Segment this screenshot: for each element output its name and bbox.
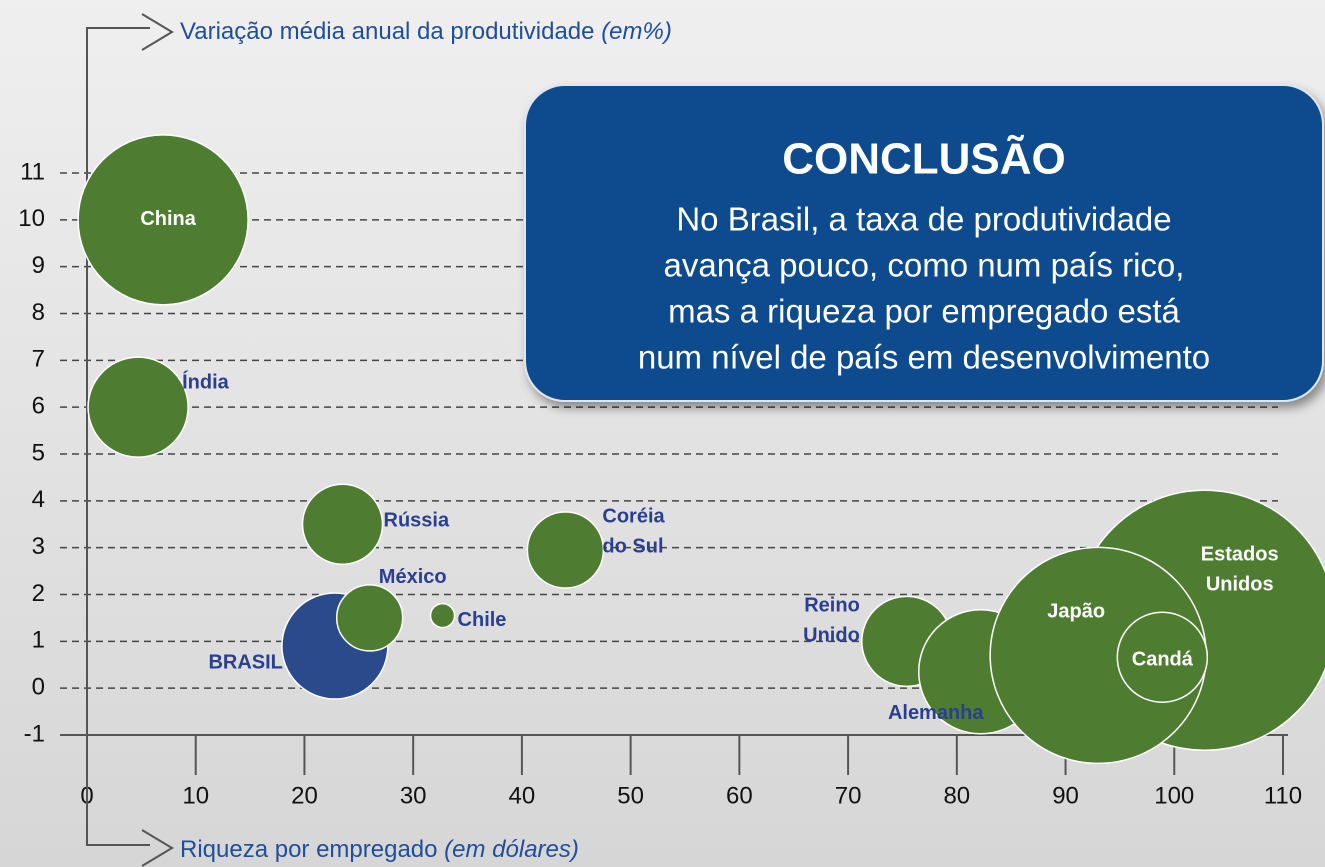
y-tick-label: 7	[32, 346, 45, 373]
bubble-label: Coréia	[602, 505, 665, 527]
x-tick-label: 20	[291, 782, 318, 809]
bubble-label: Rússia	[384, 510, 450, 532]
x-axis-title-text: Riqueza por empregado	[180, 836, 438, 863]
conclusion-box: CONCLUSÃO No Brasil, a taxa de produtivi…	[524, 84, 1324, 402]
bubble-label: Japão	[1047, 601, 1105, 623]
x-tick-label: 100	[1154, 782, 1194, 809]
y-tick-label: 9	[32, 252, 45, 279]
bubble-label: México	[379, 566, 447, 588]
x-tick-label: 80	[943, 782, 970, 809]
x-tick-label: 10	[182, 782, 209, 809]
y-axis-arrow	[141, 13, 174, 51]
bubble-label: Chile	[458, 609, 507, 631]
y-axis-title-unit: (em%)	[601, 18, 672, 45]
y-tick-label: 11	[20, 158, 45, 185]
bubble-label: do Sul	[602, 535, 663, 557]
x-tick-label: 90	[1052, 782, 1079, 809]
x-tick-label: 60	[726, 782, 753, 809]
y-tick-label: 0	[32, 674, 45, 701]
x-tick-label: 110	[1264, 782, 1302, 809]
x-tick-label: 50	[617, 782, 644, 809]
conclusion-title: CONCLUSÃO	[782, 134, 1066, 184]
x-axis-arrow	[141, 829, 174, 867]
y-tick-label: 6	[32, 393, 45, 420]
x-axis-bracket	[86, 735, 150, 846]
conclusion-line: avança pouco, como num país rico,	[664, 247, 1185, 284]
conclusion-line: No Brasil, a taxa de produtividade	[676, 201, 1171, 238]
y-axis	[86, 27, 150, 735]
conclusion-line: num nível de país em desenvolvimento	[638, 339, 1210, 376]
bubble	[335, 584, 404, 652]
bubble	[87, 356, 189, 458]
x-tick-label: 40	[509, 782, 536, 809]
bubble-label: China	[140, 208, 196, 230]
y-tick-label: 4	[32, 486, 45, 513]
bubble-label: Unidos	[1206, 574, 1274, 596]
x-tick-label: 30	[400, 782, 427, 809]
x-tick-label: 70	[835, 782, 862, 809]
y-tick-label: 5	[32, 439, 45, 466]
bubble	[526, 511, 605, 589]
bubble-label: Candá	[1132, 649, 1194, 671]
bubble-label: BRASIL	[208, 651, 282, 673]
bubble-label: Unido	[803, 625, 860, 647]
conclusion-text: No Brasil, a taxa de produtividade avança…	[638, 201, 1210, 376]
bubble	[429, 602, 456, 629]
y-axis-title-text: Variação média anual da produtividade	[180, 18, 595, 45]
y-tick-label: -1	[24, 720, 45, 747]
y-tick-label: 8	[32, 299, 45, 326]
conclusion-bg	[524, 84, 1324, 402]
x-axis-title: Riqueza por empregado (em dólares)	[180, 836, 579, 863]
bubble-label: Estados	[1201, 544, 1279, 566]
bubble	[301, 483, 384, 565]
bubble-label: Índia	[182, 370, 230, 393]
y-tick-label: 2	[32, 580, 45, 607]
y-tick-label: 10	[18, 205, 45, 232]
bubble	[77, 134, 249, 306]
y-axis-title: Variação média anual da produtividade (e…	[180, 18, 672, 45]
bubble-label: Alemanha	[888, 702, 984, 724]
x-axis-title-unit: (em dólares)	[444, 836, 579, 863]
y-tick-label: 3	[32, 533, 45, 560]
bubble-label: Reino	[804, 595, 860, 617]
bubble	[1116, 611, 1209, 704]
bubbles: China Índia Rússia Coréia do Sul BRASIL México…	[77, 134, 1325, 765]
y-tick-label: 1	[32, 627, 45, 654]
conclusion-line: mas a riqueza por empregado está	[668, 293, 1180, 330]
